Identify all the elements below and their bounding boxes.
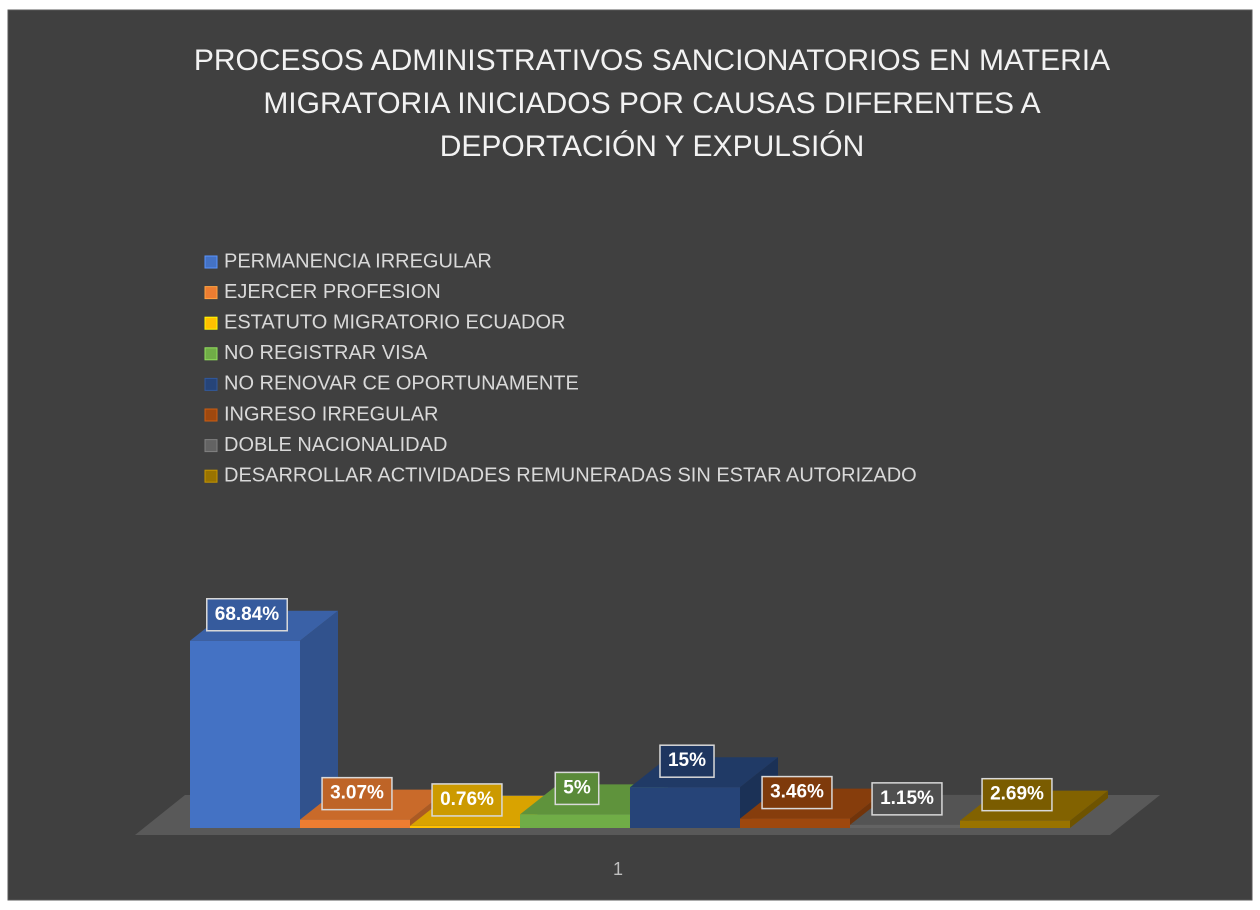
data-label-box bbox=[554, 771, 600, 806]
legend-label: EJERCER PROFESION bbox=[224, 281, 441, 303]
data-label-text: 2.69% bbox=[990, 784, 1044, 805]
chart-title: DEPORTACIÓN Y EXPULSIÓN bbox=[440, 130, 865, 163]
data-label-box bbox=[321, 776, 393, 811]
bar bbox=[630, 787, 740, 828]
data-label-box bbox=[871, 782, 943, 816]
data-label-box bbox=[206, 598, 288, 632]
legend-label: NO RENOVAR CE OPORTUNAMENTE bbox=[224, 373, 579, 395]
data-label: 1.15% bbox=[871, 782, 943, 816]
legend-label: ESTATUTO MIGRATORIO ECUADOR bbox=[224, 311, 566, 333]
bar bbox=[300, 819, 410, 828]
data-label: 15% bbox=[659, 744, 715, 778]
legend-swatch bbox=[204, 469, 218, 483]
data-label-box bbox=[659, 744, 715, 778]
bar-side bbox=[300, 610, 338, 828]
data-label: 0.76% bbox=[431, 783, 503, 817]
legend-swatch bbox=[204, 408, 218, 422]
data-label-text: 68.84% bbox=[215, 604, 280, 625]
data-label-text: 5% bbox=[563, 777, 591, 798]
x-tick-label: 1 bbox=[613, 859, 623, 879]
legend-swatch bbox=[204, 286, 218, 300]
data-label: 5% bbox=[554, 771, 600, 806]
data-label-box bbox=[761, 775, 833, 810]
data-label-box bbox=[981, 777, 1053, 812]
bar bbox=[410, 825, 520, 828]
data-label: 2.69% bbox=[981, 777, 1053, 812]
legend-swatch bbox=[204, 316, 218, 330]
data-label: 68.84% bbox=[206, 598, 288, 632]
bar bbox=[190, 640, 300, 828]
legend-swatch bbox=[204, 347, 218, 361]
bar bbox=[960, 820, 1070, 828]
legend-swatch bbox=[204, 377, 218, 391]
data-label-text: 0.76% bbox=[440, 789, 494, 810]
bar bbox=[850, 824, 960, 828]
bar bbox=[740, 818, 850, 828]
legend-label: NO REGISTRAR VISA bbox=[224, 342, 428, 364]
data-label-text: 15% bbox=[668, 750, 706, 771]
legend-swatch bbox=[204, 255, 218, 269]
legend-label: INGRESO IRREGULAR bbox=[224, 403, 438, 425]
bar-side bbox=[740, 757, 778, 828]
legend-label: DOBLE NACIONALIDAD bbox=[224, 434, 447, 456]
chart-title: MIGRATORIA INICIADOS POR CAUSAS DIFERENT… bbox=[263, 87, 1040, 120]
chart-title: PROCESOS ADMINISTRATIVOS SANCIONATORIOS … bbox=[194, 44, 1110, 77]
bar-side bbox=[1070, 790, 1108, 828]
data-label-text: 3.46% bbox=[770, 782, 824, 803]
bar bbox=[520, 814, 630, 828]
data-label-text: 3.07% bbox=[330, 783, 384, 804]
data-label-box bbox=[431, 783, 503, 817]
data-label-text: 1.15% bbox=[880, 788, 934, 809]
data-label: 3.46% bbox=[761, 775, 833, 810]
legend-label: DESARROLLAR ACTIVIDADES REMUNERADAS SIN … bbox=[224, 464, 917, 486]
legend-swatch bbox=[204, 439, 218, 453]
legend-label: PERMANENCIA IRREGULAR bbox=[224, 250, 492, 272]
data-label: 3.07% bbox=[321, 776, 393, 811]
